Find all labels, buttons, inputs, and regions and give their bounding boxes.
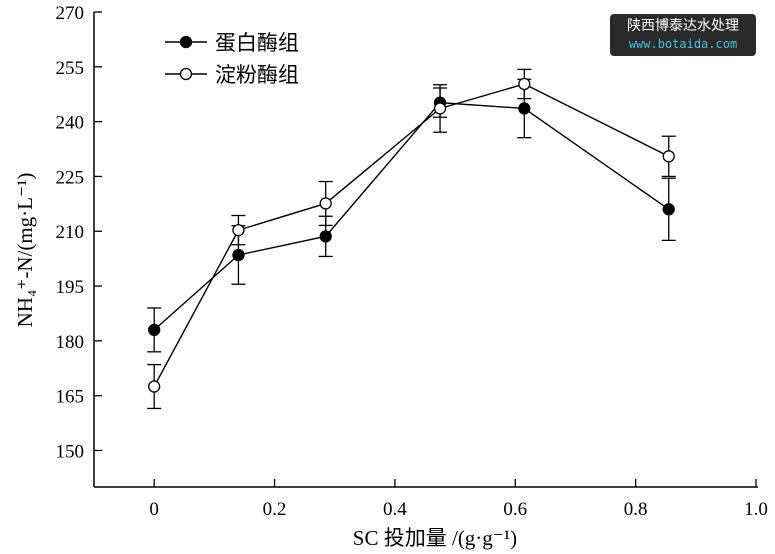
legend-label: 淀粉酶组 [215,63,299,87]
y-tick-label: 195 [56,277,85,298]
y-tick-label: 240 [56,113,85,134]
data-point [319,230,332,243]
x-tick-label: 0.6 [503,499,527,520]
y-axis-label: NH₄⁺-N/(mg·L⁻¹) [13,173,37,328]
data-point [319,197,332,210]
watermark: 陕西博泰达水处理 www.botaida.com [610,14,756,56]
data-point [518,102,531,115]
series-line-0 [153,101,670,331]
data-point [148,380,161,393]
y-tick-label: 210 [56,222,85,243]
legend-label: 蛋白酶组 [215,31,299,55]
y-tick-label: 270 [56,3,85,24]
x-tick-label: 0.2 [263,499,287,520]
x-tick-label: 1.0 [744,499,768,520]
data-point [433,102,447,115]
data-point [518,77,531,91]
legend-marker [179,35,193,49]
data-point [148,323,161,337]
data-point [232,223,245,237]
y-tick-label: 165 [56,387,85,408]
x-tick-label: 0.4 [383,499,407,520]
watermark-line2: www.botaida.com [628,37,738,51]
data-point [232,248,245,262]
data-point [662,150,675,163]
y-tick-label: 180 [56,332,85,353]
watermark-line1: 陕西博泰达水处理 [627,18,739,34]
x-tick-label: 0 [149,499,159,520]
data-point [662,203,675,216]
legend-marker [179,67,193,81]
y-tick-label: 255 [56,58,85,79]
x-axis-label: SC 投加量 /(g·g⁻¹) [353,526,517,550]
x-tick-label: 0.8 [624,499,648,520]
series-line-1 [153,83,670,387]
y-tick-label: 150 [56,441,85,462]
y-tick-label: 225 [56,167,85,188]
